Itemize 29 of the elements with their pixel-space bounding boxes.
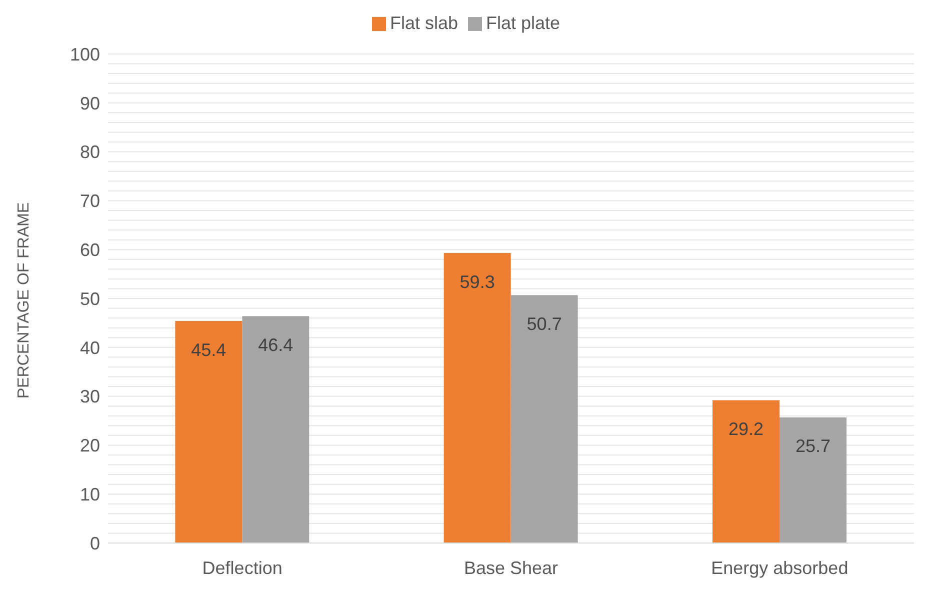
y-tick-label: 10 xyxy=(80,484,100,504)
y-tick-label: 60 xyxy=(80,240,100,260)
y-tick-label: 100 xyxy=(70,44,100,64)
y-axis-title: PERCENTAGE OF FRAME xyxy=(16,202,33,398)
bar xyxy=(780,417,846,543)
y-tick-label: 70 xyxy=(80,191,100,212)
data-label: 46.4 xyxy=(258,334,294,355)
x-tick-label: Deflection xyxy=(202,558,282,578)
legend-label: Flat slab xyxy=(390,13,458,33)
bar xyxy=(175,320,242,543)
bar xyxy=(712,400,780,543)
bar xyxy=(510,295,578,543)
y-tick-label: 20 xyxy=(80,436,100,456)
bar xyxy=(242,316,310,543)
x-tick-label: Energy absorbed xyxy=(711,558,848,578)
y-tick-label: 90 xyxy=(80,93,100,114)
y-tick-label: 40 xyxy=(80,338,100,358)
y-tick-label: 50 xyxy=(80,288,100,309)
x-tick-label: Base Shear xyxy=(464,558,558,578)
y-tick-label: 30 xyxy=(80,386,100,407)
data-label: 45.4 xyxy=(191,340,226,360)
data-label: 59.3 xyxy=(460,272,495,292)
data-label: 29.2 xyxy=(728,418,764,439)
y-tick-label: 80 xyxy=(80,142,100,162)
data-label: 50.7 xyxy=(526,314,562,334)
data-label: 25.7 xyxy=(795,436,831,456)
bar xyxy=(444,253,511,543)
y-tick-label: 0 xyxy=(90,533,100,554)
legend-label: Flat plate xyxy=(486,13,560,33)
